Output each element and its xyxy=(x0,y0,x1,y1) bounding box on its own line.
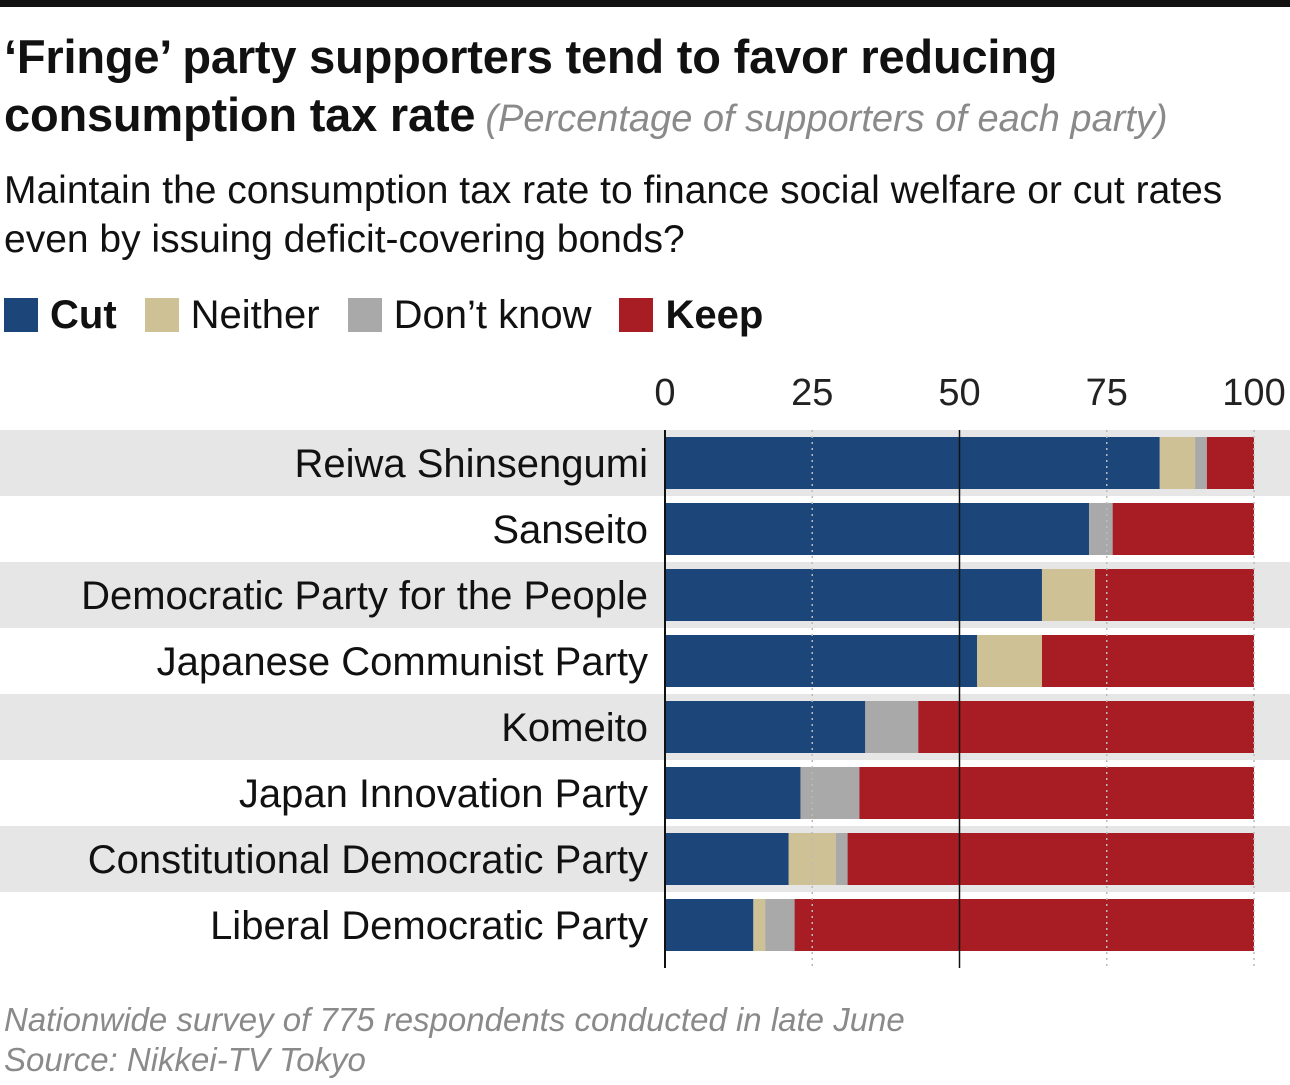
bar-segment xyxy=(1089,503,1113,555)
bar-segment xyxy=(665,635,978,687)
category-label: Sanseito xyxy=(492,508,648,552)
category-label: Japanese Communist Party xyxy=(157,640,648,684)
bar-segment xyxy=(665,503,1090,555)
bar-segment xyxy=(788,833,836,885)
legend: Cut Neither Don’t know Keep xyxy=(4,290,791,340)
legend-label-dont-know: Don’t know xyxy=(393,292,592,337)
bar-segment xyxy=(1206,437,1254,489)
bar-segment xyxy=(665,767,801,819)
bar-segment xyxy=(665,437,1160,489)
bar-segment xyxy=(1112,503,1254,555)
x-tick-label: 75 xyxy=(1086,372,1128,414)
legend-item-cut: Cut xyxy=(4,293,117,338)
legend-item-neither: Neither xyxy=(144,292,320,338)
bar-segment xyxy=(1094,569,1254,621)
bar-chart: 0 25 50 75 100 Reiwa Shinsengumi Sanseito Democ… xyxy=(0,372,1290,968)
bar-segment xyxy=(918,701,1254,753)
bar-segment xyxy=(865,701,919,753)
footnote: Nationwide survey of 775 respondents con… xyxy=(4,1001,905,1038)
legend-swatch-cut xyxy=(4,298,38,332)
x-tick-label: 0 xyxy=(654,372,675,414)
bar-segment xyxy=(835,833,848,885)
category-label: Japan Innovation Party xyxy=(239,772,648,816)
title-text: ‘Fringe’ party supporters tend to favor … xyxy=(4,30,1058,141)
category-label: Komeito xyxy=(501,706,648,750)
bar-segment xyxy=(859,767,1254,819)
legend-label-neither: Neither xyxy=(190,292,320,337)
chart-title: ‘Fringe’ party supporters tend to favor … xyxy=(4,28,1288,148)
bar-segment xyxy=(765,899,795,951)
bar-segment xyxy=(847,833,1254,885)
bar-segment xyxy=(1041,635,1254,687)
bar-segment xyxy=(794,899,1254,951)
category-label: Constitutional Democratic Party xyxy=(88,838,648,882)
x-tick-label: 50 xyxy=(938,372,980,414)
bar-segment xyxy=(665,569,1042,621)
category-label: Reiwa Shinsengumi xyxy=(294,442,648,486)
bar-segment xyxy=(753,899,766,951)
legend-label-keep: Keep xyxy=(665,292,764,337)
bar-segment xyxy=(800,767,860,819)
bar-segment xyxy=(665,701,866,753)
bar-segment xyxy=(1159,437,1196,489)
bar-segment xyxy=(665,833,789,885)
bar-segment xyxy=(977,635,1042,687)
x-tick-label: 100 xyxy=(1222,372,1285,414)
footer: Nationwide survey of 775 respondents con… xyxy=(4,1000,905,1080)
legend-swatch-neither xyxy=(144,298,179,332)
legend-swatch-keep xyxy=(619,298,654,332)
legend-item-keep: Keep xyxy=(619,293,763,338)
survey-question: Maintain the consumption tax rate to fin… xyxy=(4,169,1223,261)
category-label: Democratic Party for the People xyxy=(81,574,648,618)
source-line: Source: Nikkei-TV Tokyo xyxy=(4,1041,366,1078)
x-tick-label: 25 xyxy=(791,372,833,414)
legend-swatch-dont-know xyxy=(347,298,382,332)
legend-item-dont-know: Don’t know xyxy=(347,292,592,338)
bar-segment xyxy=(1195,437,1207,489)
top-rule xyxy=(0,0,1290,7)
legend-label-cut: Cut xyxy=(50,292,117,337)
bar-segment xyxy=(665,899,754,951)
chart-subtitle: (Percentage of supporters of each party) xyxy=(485,98,1168,140)
category-label: Liberal Democratic Party xyxy=(210,904,648,948)
bar-segment xyxy=(1041,569,1095,621)
